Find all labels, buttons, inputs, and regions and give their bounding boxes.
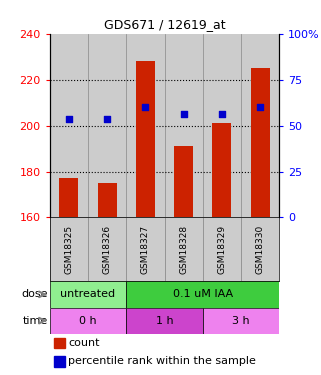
Bar [251,68,270,218]
Bar [126,217,164,281]
Bar [50,217,88,281]
Point [105,116,110,122]
Text: GSM18325: GSM18325 [65,225,74,274]
Text: percentile rank within the sample: percentile rank within the sample [68,357,256,366]
Text: dose: dose [21,290,48,299]
Text: 0 h: 0 h [79,316,97,326]
Bar [241,34,279,218]
Text: untreated: untreated [60,290,116,299]
Bar [164,217,203,281]
Bar [88,217,126,281]
Bar [203,34,241,218]
Bar [59,178,78,218]
Text: GSM18329: GSM18329 [217,225,226,274]
Bar [241,217,279,281]
Bar [50,281,126,308]
Bar [164,34,203,218]
Point [181,111,186,117]
Bar [98,183,117,218]
Text: time: time [22,316,48,326]
Bar [126,308,203,334]
Text: 1 h: 1 h [156,316,173,326]
Text: 3 h: 3 h [232,316,250,326]
Text: GSM18326: GSM18326 [103,225,112,274]
Title: GDS671 / 12619_at: GDS671 / 12619_at [104,18,225,31]
Text: GSM18327: GSM18327 [141,225,150,274]
Text: 0.1 uM IAA: 0.1 uM IAA [173,290,233,299]
Bar [203,308,279,334]
Text: GSM18328: GSM18328 [179,225,188,274]
Bar [136,61,155,217]
Bar [174,146,193,218]
Bar [88,34,126,218]
Bar [54,356,65,367]
Bar [50,34,88,218]
Text: GSM18330: GSM18330 [256,225,265,274]
Text: count: count [68,338,100,348]
Bar [126,281,279,308]
Bar [212,123,231,218]
Point [66,116,72,122]
Point [219,111,224,117]
Bar [203,217,241,281]
Bar [50,308,126,334]
Point [257,104,263,110]
Bar [54,338,65,348]
Bar [126,34,164,218]
Point [143,104,148,110]
